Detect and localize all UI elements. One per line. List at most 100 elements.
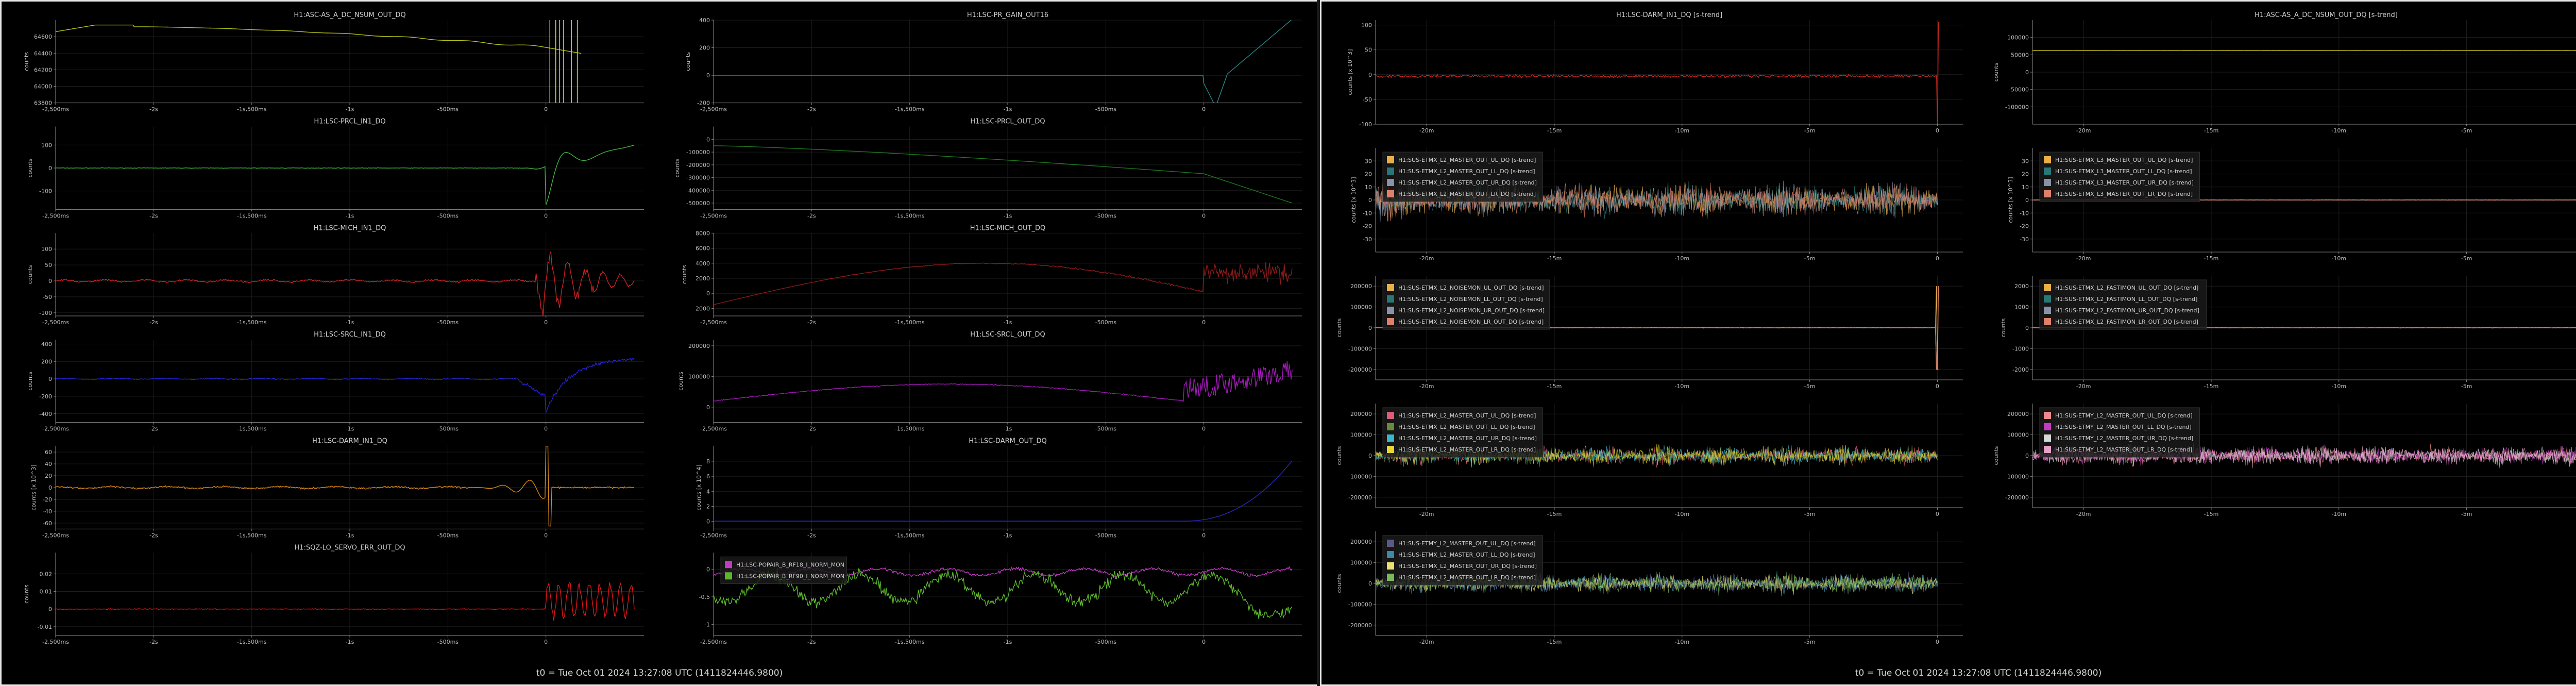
y-tick-label: 20 <box>45 473 52 479</box>
y-tick-label: -400 <box>39 411 52 417</box>
y-tick-label: 0 <box>706 72 710 79</box>
y-tick-label: -500000 <box>686 200 710 207</box>
y-tick-label: 0 <box>706 136 710 143</box>
x-tick-label: -5m <box>1804 511 1816 517</box>
x-tick-label: 0 <box>544 106 548 113</box>
y-tick-label: 64000 <box>34 83 52 90</box>
y-axis-label: counts <box>27 372 33 391</box>
series-line <box>56 24 582 54</box>
x-tick-label: -500ms <box>437 639 459 645</box>
ndscope-window-right: H1:LSC-DARM_IN1_DQ [s-trend] -20m -15m -10m… <box>1320 0 2576 686</box>
legend-swatch <box>1387 284 1394 291</box>
x-tick-label: -2s <box>149 639 158 645</box>
x-tick-label: -500ms <box>437 106 459 113</box>
x-tick-label: -5m <box>2461 511 2472 517</box>
x-tick-label: -1s,500ms <box>895 212 925 219</box>
x-tick-label: -15m <box>1547 511 1562 517</box>
legend-label: H1:SUS-ETMX_L2_MASTER_OUT_UL_DQ [s-trend… <box>1398 412 1536 419</box>
legend-label: H1:SUS-ETMX_L2_NOISEMON_LR_OUT_DQ [s-tre… <box>1398 319 1544 325</box>
x-tick-label: -2,500ms <box>700 532 727 539</box>
legend-label: H1:LSC-POPAIR_B_RF18_I_NORM_MON <box>736 561 844 568</box>
chart-title: H1:LSC-DARM_OUT_DQ <box>969 438 1047 445</box>
series-line <box>56 581 635 621</box>
y-tick-label: -200 <box>697 100 710 107</box>
chart-panel: -20m-15m-10m-5m0200010000-1000-2000count… <box>2000 276 2576 390</box>
chart-title: H1:ASC-AS_A_DC_NSUM_OUT_DQ [s-trend] <box>2255 11 2398 19</box>
x-tick-label: -2,500ms <box>42 639 69 645</box>
y-axis-label: counts <box>1993 446 1999 465</box>
x-tick-label: -15m <box>2204 255 2219 262</box>
chart-panel: H1:LSC-DARM_IN1_DQ -2,500ms -2s -1s,500ms -1… <box>30 438 644 539</box>
y-tick-label: 64600 <box>34 34 52 40</box>
y-tick-label: 100000 <box>1350 304 1372 311</box>
x-tick-label: -15m <box>2204 511 2219 517</box>
x-tick-label: -2s <box>149 426 158 432</box>
y-tick-label: 0 <box>1368 580 1372 587</box>
legend-swatch <box>1387 179 1394 186</box>
y-tick-label: 0 <box>706 404 710 411</box>
legend-label: H1:SUS-ETMX_L2_MASTER_OUT_UR_DQ [s-trend… <box>1398 563 1537 570</box>
legend-box <box>2039 407 2200 458</box>
legend-label: H1:SUS-ETMY_L2_MASTER_OUT_UL_DQ [s-trend… <box>2055 412 2193 419</box>
y-tick-label: -0.5 <box>699 594 710 600</box>
y-axis-label: counts [x 10^3] <box>30 464 37 510</box>
legend-label: H1:SUS-ETMX_L3_MASTER_OUT_LL_DQ [s-trend… <box>2055 168 2192 175</box>
chart-legend: H1:SUS-ETMX_L2_MASTER_OUT_UL_DQ [s-trend… <box>1382 152 1544 202</box>
x-tick-label: -10m <box>1674 639 1689 645</box>
x-tick-label: -500ms <box>1095 319 1117 326</box>
legend-swatch <box>725 572 732 580</box>
y-tick-label: 0 <box>48 484 52 491</box>
legend-label: H1:SUS-ETMX_L2_NOISEMON_UL_OUT_DQ [s-tre… <box>1398 285 1544 291</box>
y-tick-label: 200000 <box>1350 539 1372 545</box>
x-tick-label: -10m <box>1674 511 1689 517</box>
y-tick-label: 1000 <box>2014 304 2029 311</box>
y-tick-label: 0 <box>48 278 52 285</box>
series-line <box>2032 50 2576 52</box>
x-tick-label: 0 <box>1202 106 1206 113</box>
x-tick-label: -500ms <box>1095 532 1117 539</box>
y-tick-label: 0 <box>2025 325 2029 331</box>
y-axis-label: counts <box>27 158 33 177</box>
legend-label: H1:SUS-ETMX_L2_MASTER_OUT_UL_DQ [s-trend… <box>1398 157 1536 163</box>
chart-legend: H1:SUS-ETMX_L2_NOISEMON_UL_OUT_DQ [s-tre… <box>1382 279 1550 330</box>
x-tick-label: -2s <box>149 319 158 326</box>
x-tick-label: -500ms <box>1095 212 1117 219</box>
x-tick-label: -1s,500ms <box>895 319 925 326</box>
y-tick-label: 0 <box>48 606 52 613</box>
x-tick-label: -1s,500ms <box>237 532 267 539</box>
y-tick-label: 400 <box>699 17 710 24</box>
y-tick-label: -50 <box>43 294 52 300</box>
legend-label: H1:SUS-ETMY_L2_MASTER_OUT_UR_DQ [s-trend… <box>2055 435 2193 442</box>
x-tick-label: -1s,500ms <box>895 532 925 539</box>
x-tick-label: 0 <box>1202 532 1206 539</box>
legend-label: H1:SUS-ETMX_L2_MASTER_OUT_LR_DQ [s-trend… <box>1398 574 1536 581</box>
x-tick-label: -10m <box>1674 127 1689 134</box>
chart-legend: H1:SUS-ETMY_L2_MASTER_OUT_UL_DQ [s-trend… <box>1382 535 1544 585</box>
chart-title: H1:LSC-SRCL_IN1_DQ <box>314 331 386 339</box>
x-tick-label: 0 <box>544 319 548 326</box>
y-tick-label: 40 <box>45 461 52 467</box>
x-tick-label: 0 <box>544 639 548 645</box>
chart-panel: H1:LSC-DARM_IN1_DQ [s-trend] -20m -15m -10m… <box>1347 11 1963 134</box>
x-tick-label: -1s <box>346 532 354 539</box>
x-tick-label: -2,500ms <box>42 212 69 219</box>
series-line <box>56 145 635 205</box>
x-tick-label: -2s <box>807 319 816 326</box>
y-tick-label: 200 <box>41 358 52 365</box>
chart-legend: H1:LSC-POPAIR_B_RF18_I_NORM_MON H1:LSC-PO… <box>720 556 848 584</box>
legend-label: H1:SUS-ETMX_L2_FASTIMON_LL_OUT_DQ [s-tre… <box>2055 296 2197 303</box>
y-tick-label: -100000 <box>1348 345 1372 352</box>
x-tick-label: -20m <box>2076 127 2091 134</box>
y-tick-label: -100000 <box>2005 473 2029 480</box>
x-tick-label: -500ms <box>437 532 459 539</box>
y-tick-label: -20 <box>1363 223 1372 230</box>
y-tick-label: -200000 <box>1348 366 1372 373</box>
legend-label: H1:SUS-ETMX_L2_MASTER_OUT_LL_DQ [s-trend… <box>1398 424 1535 430</box>
legend-swatch <box>1387 168 1394 175</box>
y-axis-label: counts <box>23 584 30 604</box>
legend-swatch <box>2044 434 2051 442</box>
y-tick-label: -100 <box>1359 121 1372 128</box>
x-tick-label: -15m <box>2204 383 2219 390</box>
chart-legend: H1:SUS-ETMY_L2_MASTER_OUT_UL_DQ [s-trend… <box>2039 407 2200 458</box>
